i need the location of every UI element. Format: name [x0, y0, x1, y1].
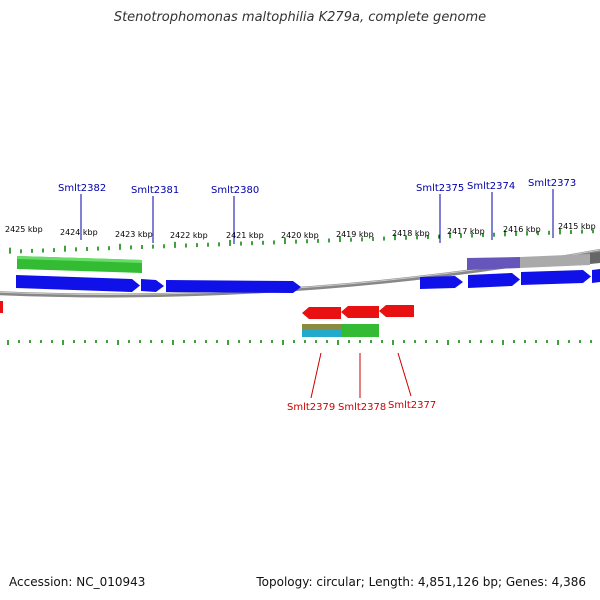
feature-bar-highlight [17, 256, 142, 263]
kbp-label: 2417 kbp [447, 227, 485, 236]
gene-arrow-reverse [0, 301, 3, 313]
genome-summary-text: Topology: circular; Length: 4,851,126 bp… [256, 575, 586, 589]
gene-arrow-forward [521, 270, 591, 285]
map-title: Stenotrophomonas maltophilia K279a, comp… [113, 10, 487, 25]
kbp-label: 2424 kbp [60, 228, 98, 237]
gene-track [0, 269, 600, 319]
gene-label-forward: Smlt2382 [58, 183, 106, 194]
gene-label-reverse: Smlt2377 [388, 400, 436, 411]
gene-arrow-reverse [302, 307, 341, 319]
kbp-label: 2423 kbp [115, 230, 153, 239]
kbp-label: 2416 kbp [503, 225, 541, 234]
gene-label-forward: Smlt2375 [416, 183, 464, 194]
kbp-label: 2421 kbp [226, 231, 264, 240]
gene-label-reverse: Smlt2379 [287, 402, 335, 413]
gene-arrow-forward [141, 279, 164, 292]
feature-bar [302, 324, 341, 330]
feature-bar [302, 330, 341, 337]
kbp-label: 2422 kbp [170, 231, 208, 240]
feature-bar [467, 257, 520, 270]
gene-arrow-forward [468, 273, 520, 288]
gene-label-forward: Smlt2374 [467, 181, 515, 192]
label-leader-line [397, 352, 412, 397]
gene-arrow-forward [166, 280, 301, 293]
label-leader-line [310, 352, 322, 399]
gene-arrow-reverse [379, 305, 414, 317]
kbp-label: 2419 kbp [336, 230, 374, 239]
feature-bar [590, 252, 600, 264]
gene-labels: Smlt2382 Smlt2381 Smlt2380 Smlt2375 Smlt2374… [58, 178, 576, 413]
feature-track [17, 252, 600, 337]
feature-bar [341, 324, 379, 337]
gene-label-forward: Smlt2373 [528, 178, 576, 189]
gene-label-forward: Smlt2381 [131, 185, 179, 196]
accession-text: Accession: NC_010943 [9, 575, 146, 589]
gene-label-reverse: Smlt2378 [338, 402, 386, 413]
gene-arrow-forward [592, 269, 600, 283]
kbp-label: 2415 kbp [558, 222, 596, 231]
lower-tick-row [7, 340, 592, 345]
kbp-scale-labels: 2425 kbp 2424 kbp 2423 kbp 2422 kbp 2421 kbp… [5, 222, 596, 240]
upper-tick-row [9, 228, 594, 254]
gene-arrow-forward [16, 275, 140, 292]
gene-label-forward: Smlt2380 [211, 185, 259, 196]
gene-arrow-forward [420, 276, 463, 289]
kbp-label: 2418 kbp [392, 229, 430, 238]
gene-arrow-reverse [341, 306, 379, 318]
kbp-label: 2420 kbp [281, 231, 319, 240]
feature-bar [520, 254, 590, 268]
kbp-label: 2425 kbp [5, 225, 43, 234]
